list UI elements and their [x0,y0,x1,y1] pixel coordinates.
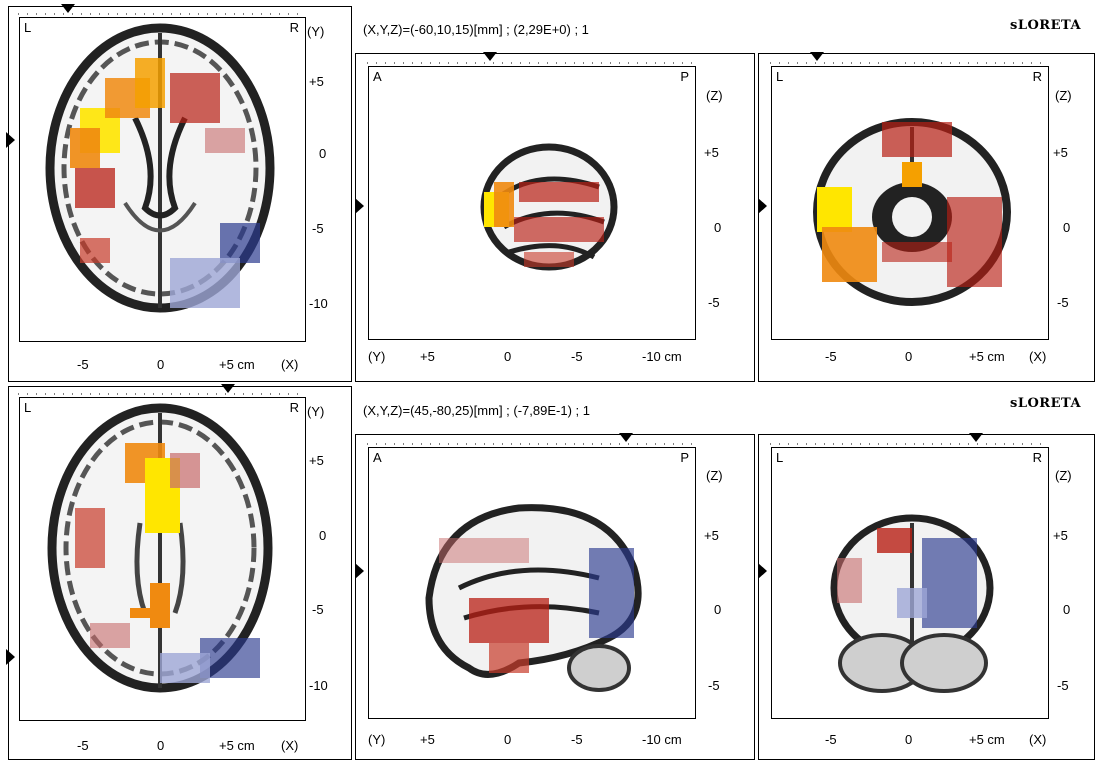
axial-brain-slice-2[interactable] [20,398,305,720]
axial-xtick: 0 [157,738,165,753]
coronal-brain-slice-2[interactable] [772,448,1048,718]
sagittal-xtick: -10 cm [642,732,682,747]
coronal-xtick: 0 [905,349,913,364]
sagittal-anterior-label: A [373,450,382,465]
cursor-marker-icon[interactable] [810,52,824,61]
cursor-marker-icon[interactable] [758,198,767,214]
axial-y-axis-label: (Y) [307,404,325,419]
axial-view-panel-1[interactable]: L R (Y) +5 0 -5 -10 -5 0 +5 cm (X) [8,6,352,382]
sagittal-ztick: 0 [714,602,722,617]
sagittal-xtick: +5 [420,349,435,364]
sagittal-brain-slice-1[interactable] [369,67,695,339]
cursor-marker-icon[interactable] [6,132,15,148]
axial-xtick: +5 cm [219,357,255,372]
cursor-marker-icon[interactable] [619,433,633,442]
cursor-marker-icon[interactable] [483,52,497,61]
sagittal-z-axis-label: (Z) [706,88,723,103]
coronal-brain-slice-1[interactable] [772,67,1048,339]
sagittal-ztick: -5 [708,295,720,310]
sagittal-brain-slice-2[interactable] [369,448,695,718]
coronal-xtick: -5 [825,732,837,747]
axial-ytick: 0 [319,146,327,161]
axial-ytick: +5 [309,453,324,468]
coronal-ztick: -5 [1057,295,1069,310]
sagittal-xtick: -5 [571,732,583,747]
coronal-xtick: +5 cm [969,349,1005,364]
axial-x-axis-label: (X) [281,357,299,372]
cursor-marker-icon[interactable] [969,433,983,442]
coronal-image-frame-2[interactable]: L R [771,447,1049,719]
sagittal-xtick: 0 [504,349,512,364]
axial-ytick: -10 [309,296,328,311]
coronal-ztick: +5 [1053,145,1068,160]
sagittal-xtick: 0 [504,732,512,747]
coronal-view-panel-2[interactable]: L R (Z) +5 0 -5 -5 0 +5 cm (X) [758,434,1095,760]
sagittal-view-panel-1[interactable]: A P (Z) +5 0 -5 (Y) +5 0 -5 -10 cm [355,53,755,382]
sagittal-ztick: +5 [704,528,719,543]
sagittal-y-axis-label: (Y) [368,732,386,747]
axial-image-frame-1[interactable]: L R [19,17,306,342]
coronal-ztick: +5 [1053,528,1068,543]
coronal-right-label: R [1032,450,1042,465]
axial-ytick: 0 [319,528,327,543]
sagittal-image-frame-1[interactable]: A P [368,66,696,340]
sagittal-xtick: -5 [571,349,583,364]
coronal-xtick: +5 cm [969,732,1005,747]
axial-ytick: -5 [312,602,324,617]
coronal-left-label: L [776,450,784,465]
axial-xtick: 0 [157,357,165,372]
cursor-marker-icon[interactable] [758,563,767,579]
method-brand-label: sLORETA [1010,396,1082,411]
axial-ytick: -5 [312,221,324,236]
sagittal-y-axis-label: (Y) [368,349,386,364]
coronal-ztick: -5 [1057,678,1069,693]
cursor-marker-icon[interactable] [355,563,364,579]
axial-ytick: +5 [309,74,324,89]
axial-xtick: +5 cm [219,738,255,753]
axial-xtick: -5 [77,738,89,753]
coronal-xtick: 0 [905,732,913,747]
axial-y-axis-label: (Y) [307,24,325,39]
cursor-marker-icon[interactable] [221,384,235,393]
coordinate-readout: (X,Y,Z)=(45,-80,25)[mm] ; (-7,89E-1) ; 1 [363,403,590,418]
cursor-marker-icon[interactable] [61,4,75,13]
axial-view-panel-2[interactable]: L R (Y) +5 0 -5 -10 -5 0 +5 cm (X) [8,386,352,760]
axial-image-frame-2[interactable]: L R [19,397,306,721]
cursor-marker-icon[interactable] [6,649,15,665]
sagittal-z-axis-label: (Z) [706,468,723,483]
coronal-x-axis-label: (X) [1029,732,1047,747]
coronal-ztick: 0 [1063,220,1071,235]
axial-ytick: -10 [309,678,328,693]
axial-xtick: -5 [77,357,89,372]
coronal-x-axis-label: (X) [1029,349,1047,364]
coronal-xtick: -5 [825,349,837,364]
axial-x-axis-label: (X) [281,738,299,753]
coronal-view-panel-1[interactable]: L R (Z) +5 0 -5 -5 0 +5 cm (X) [758,53,1095,382]
coronal-ztick: 0 [1063,602,1071,617]
cursor-marker-icon[interactable] [355,198,364,214]
method-brand-label: sLORETA [1010,18,1082,33]
coronal-z-axis-label: (Z) [1055,88,1072,103]
coronal-z-axis-label: (Z) [1055,468,1072,483]
coronal-image-frame-1[interactable]: L R [771,66,1049,340]
sagittal-image-frame-2[interactable]: A P [368,447,696,719]
sagittal-ztick: 0 [714,220,722,235]
sagittal-posterior-label: P [680,450,689,465]
sagittal-xtick: +5 [420,732,435,747]
sagittal-ztick: +5 [704,145,719,160]
coordinate-readout: (X,Y,Z)=(-60,10,15)[mm] ; (2,29E+0) ; 1 [363,22,589,37]
sagittal-ztick: -5 [708,678,720,693]
sagittal-xtick: -10 cm [642,349,682,364]
sagittal-view-panel-2[interactable]: A P (Z) +5 0 -5 (Y) +5 0 -5 -10 cm [355,434,755,760]
axial-brain-slice-1[interactable] [20,18,305,341]
